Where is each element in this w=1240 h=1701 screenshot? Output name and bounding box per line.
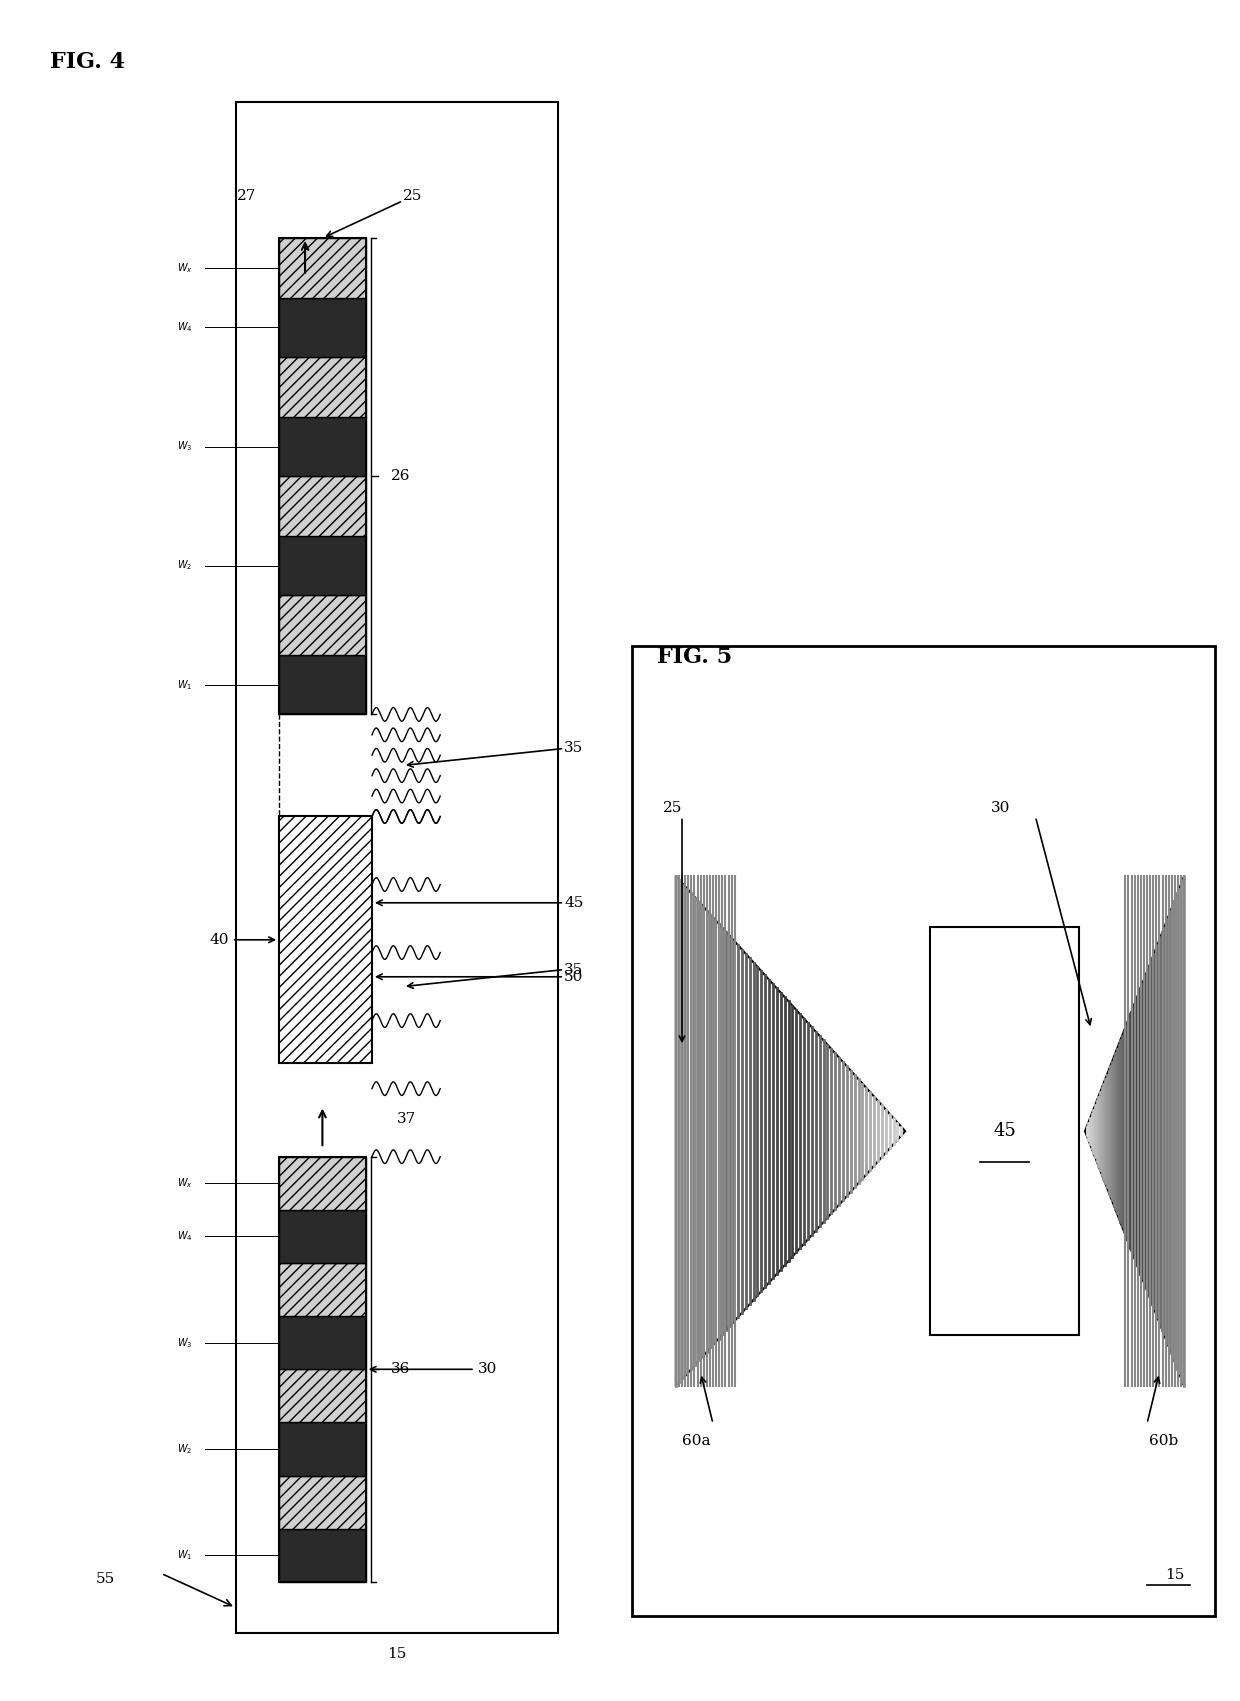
Text: 37: 37: [397, 1112, 417, 1126]
Text: 35: 35: [564, 742, 584, 755]
Bar: [279, 476, 366, 536]
Text: $W_1$: $W_1$: [177, 1548, 192, 1562]
Bar: [279, 1157, 366, 1582]
Text: 27: 27: [237, 189, 257, 202]
Bar: [930, 927, 1079, 1335]
Text: 60b: 60b: [1148, 1434, 1178, 1448]
Text: 15: 15: [1164, 1568, 1184, 1582]
Text: 55: 55: [95, 1572, 115, 1585]
Bar: [279, 417, 366, 476]
Bar: [632, 646, 1215, 1616]
Text: FIG. 5: FIG. 5: [657, 646, 733, 668]
Text: 40: 40: [210, 932, 229, 947]
Bar: [279, 1157, 366, 1209]
Bar: [279, 536, 366, 595]
Text: 45: 45: [564, 896, 584, 910]
Bar: [279, 655, 366, 714]
Bar: [279, 1529, 366, 1582]
Bar: [279, 1422, 366, 1475]
Text: $W_3$: $W_3$: [177, 439, 192, 454]
Bar: [279, 1369, 366, 1422]
Text: $W_3$: $W_3$: [177, 1335, 192, 1349]
Text: 25: 25: [403, 189, 423, 202]
Text: FIG. 4: FIG. 4: [50, 51, 124, 73]
Text: $W_2$: $W_2$: [177, 558, 192, 573]
Text: $W_2$: $W_2$: [177, 1442, 192, 1456]
Text: 50: 50: [564, 970, 584, 983]
Bar: [279, 1209, 366, 1262]
Text: $W_4$: $W_4$: [176, 320, 192, 335]
Bar: [279, 1317, 366, 1369]
Text: $W_1$: $W_1$: [177, 677, 192, 692]
Bar: [279, 1262, 366, 1317]
Text: $W_x$: $W_x$: [176, 1177, 192, 1191]
Text: 30: 30: [991, 801, 1011, 815]
Bar: [279, 595, 366, 655]
Bar: [279, 238, 366, 714]
Bar: [279, 1476, 366, 1529]
Bar: [236, 102, 558, 1633]
Text: 30: 30: [477, 1363, 497, 1376]
Text: 15: 15: [387, 1647, 407, 1660]
Text: 60a: 60a: [682, 1434, 711, 1448]
Text: 36: 36: [391, 1363, 410, 1376]
Bar: [279, 298, 366, 357]
Text: 35: 35: [564, 963, 584, 976]
Text: 45: 45: [993, 1123, 1016, 1140]
Bar: [279, 357, 366, 417]
Bar: [279, 238, 366, 298]
Bar: [279, 816, 372, 1063]
Text: $W_x$: $W_x$: [176, 260, 192, 276]
Text: $W_4$: $W_4$: [176, 1230, 192, 1243]
Text: 26: 26: [391, 469, 410, 483]
Text: 25: 25: [663, 801, 683, 815]
